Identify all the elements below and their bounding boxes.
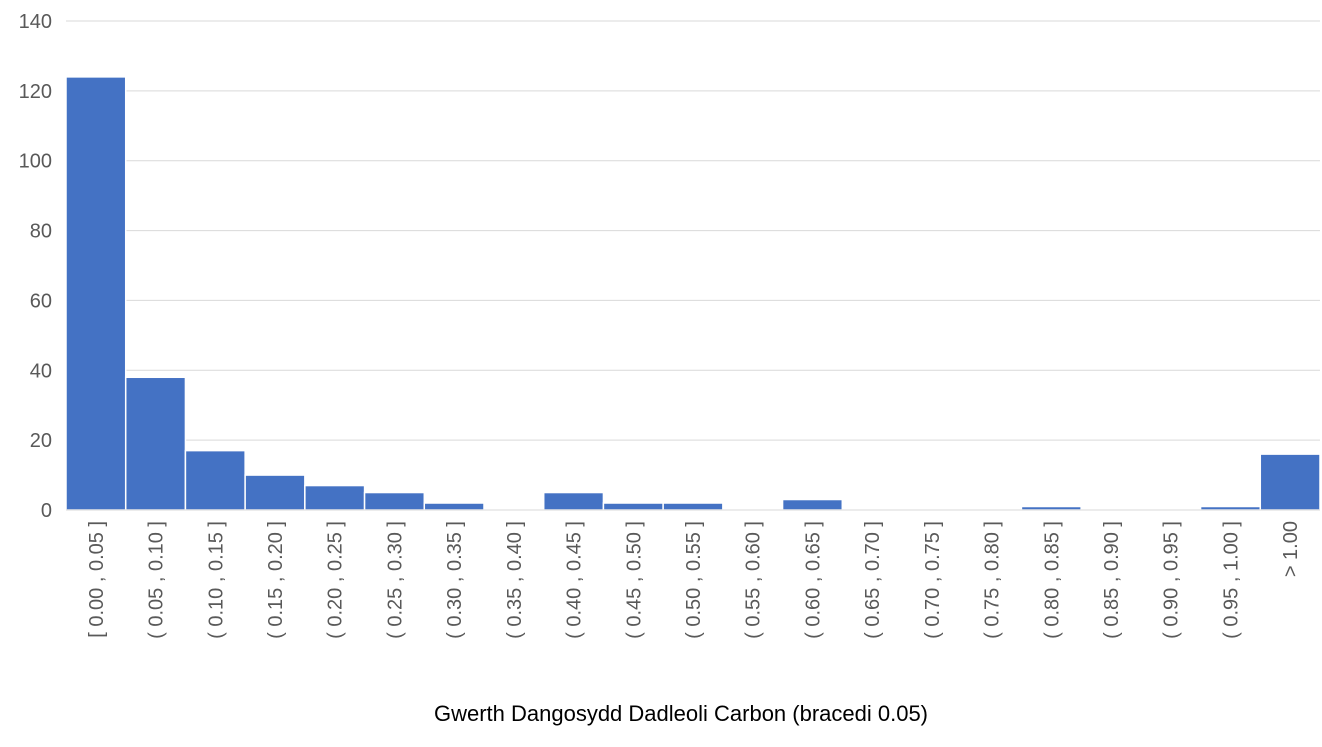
x-category-label: ( 0.15 , 0.20 ] — [265, 521, 287, 639]
x-category-label: ( 0.40 , 0.45 ] — [564, 521, 586, 639]
x-category-label: ( 0.70 , 0.75 ] — [922, 521, 944, 639]
bar-20 — [1259, 453, 1321, 511]
y-tick-label: 100 — [19, 151, 52, 173]
x-category-label: ( 0.75 , 0.80 ] — [982, 521, 1004, 639]
bar-3 — [244, 474, 306, 511]
bar-16 — [1020, 505, 1082, 511]
x-category-label: > 1.00 — [1280, 521, 1302, 577]
bar-9 — [602, 502, 664, 511]
bar-1 — [124, 376, 187, 511]
x-axis-title: Gwerth Dangosydd Dadleoli Carbon (braced… — [434, 701, 928, 726]
bar-0 — [65, 76, 127, 511]
y-tick-label: 20 — [30, 430, 52, 452]
y-tick-label: 0 — [41, 500, 52, 522]
x-category-label: ( 0.60 , 0.65 ] — [802, 521, 824, 639]
bar-10 — [662, 502, 724, 511]
x-category-label: ( 0.80 , 0.85 ] — [1041, 521, 1063, 639]
x-category-label: ( 0.35 , 0.40 ] — [504, 521, 526, 639]
y-tick-label: 120 — [19, 81, 52, 103]
bar-5 — [363, 491, 426, 511]
x-category-label: ( 0.45 , 0.50 ] — [623, 521, 645, 639]
bar-4 — [304, 484, 366, 511]
x-category-label: ( 0.10 , 0.15 ] — [205, 521, 227, 639]
x-category-label: ( 0.85 , 0.90 ] — [1101, 521, 1123, 639]
bar-12 — [781, 498, 844, 511]
x-category-label: ( 0.65 , 0.70 ] — [862, 521, 884, 639]
y-tick-label: 80 — [30, 221, 52, 243]
x-category-label: ( 0.05 , 0.10 ] — [146, 521, 168, 639]
x-axis-category-labels: [ 0.00 , 0.05 ] ( 0.05 , 0.10 ] ( 0.10 , 0… — [86, 521, 1302, 639]
y-axis-tick-labels: 0 20 40 60 80 100 120 140 — [19, 11, 52, 522]
y-tick-label: 60 — [30, 290, 52, 312]
bars — [65, 76, 1321, 511]
x-category-label: ( 0.30 , 0.35 ] — [444, 521, 466, 639]
x-category-label: ( 0.25 , 0.30 ] — [384, 521, 406, 639]
x-category-label: [ 0.00 , 0.05 ] — [86, 521, 108, 638]
bar-19 — [1199, 505, 1262, 511]
x-category-label: ( 0.95 , 1.00 ] — [1220, 521, 1242, 639]
bar-6 — [423, 502, 485, 511]
x-category-label: ( 0.55 , 0.60 ] — [743, 521, 765, 639]
bar-2 — [184, 449, 246, 511]
y-tick-label: 40 — [30, 360, 52, 382]
y-tick-label: 140 — [19, 11, 52, 33]
x-category-label: ( 0.90 , 0.95 ] — [1161, 521, 1183, 639]
bar-8 — [542, 491, 605, 511]
x-category-label: ( 0.50 , 0.55 ] — [683, 521, 705, 639]
gridlines — [66, 20, 1320, 441]
x-category-label: ( 0.20 , 0.25 ] — [325, 521, 347, 639]
